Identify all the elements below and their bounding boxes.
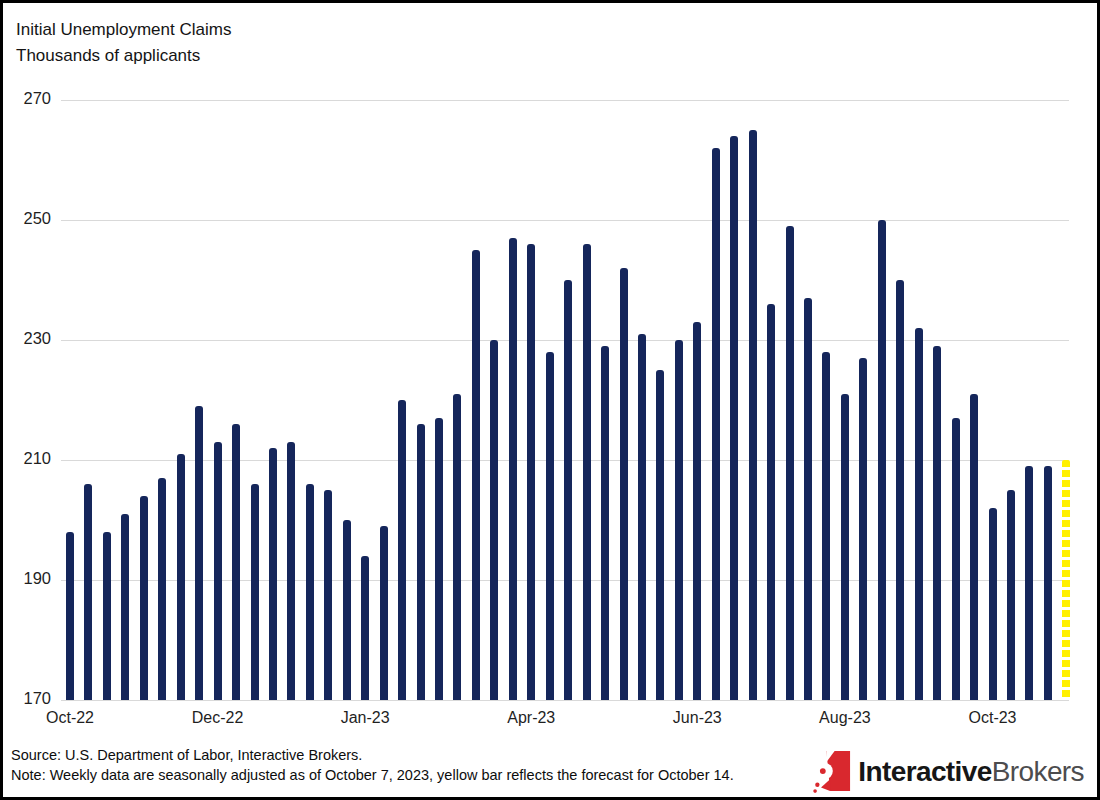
bar xyxy=(693,322,701,700)
bar xyxy=(380,526,388,700)
x-axis-tick-label: Dec-22 xyxy=(173,709,263,727)
bar xyxy=(1044,466,1052,700)
bar xyxy=(121,514,129,700)
bar xyxy=(472,250,480,700)
forecast-bar xyxy=(1062,460,1070,700)
gridline xyxy=(61,220,1069,221)
x-axis-tick-label: Aug-23 xyxy=(800,709,890,727)
note-text: Note: Weekly data are seasonally adjuste… xyxy=(11,765,734,785)
bar xyxy=(103,532,111,700)
chart-frame: Initial Unemployment Claims Thousands of… xyxy=(0,0,1100,800)
x-axis-tick-label: Apr-23 xyxy=(486,709,576,727)
gridline xyxy=(61,700,1069,701)
bar xyxy=(786,226,794,700)
bar xyxy=(822,352,830,700)
bar xyxy=(583,244,591,700)
interactive-brokers-logo-icon xyxy=(811,750,851,794)
bar xyxy=(269,448,277,700)
bar xyxy=(435,418,443,700)
chart-title: Initial Unemployment Claims Thousands of… xyxy=(16,17,231,69)
bar xyxy=(527,244,535,700)
bar xyxy=(970,394,978,700)
chart-title-line2: Thousands of applicants xyxy=(16,43,231,69)
bar xyxy=(140,496,148,700)
interactive-brokers-logo: InteractiveBrokers xyxy=(811,748,1084,796)
y-axis-tick-label: 230 xyxy=(9,329,51,348)
bar xyxy=(952,418,960,700)
bar xyxy=(417,424,425,700)
bar xyxy=(177,454,185,700)
bar xyxy=(915,328,923,700)
y-axis-tick-label: 250 xyxy=(9,209,51,228)
source-text: Source: U.S. Department of Labor, Intera… xyxy=(11,745,734,765)
logo-text-interactive: Interactive xyxy=(858,756,991,787)
bar xyxy=(84,484,92,700)
bar xyxy=(66,532,74,700)
logo-text-brokers: Brokers xyxy=(992,756,1084,787)
bar xyxy=(601,346,609,700)
bar xyxy=(656,370,664,700)
x-axis: Oct-22 Dec-22 Jan-23 Apr-23 Jun-23 Aug-23 Oct-… xyxy=(3,709,1100,733)
bar xyxy=(620,268,628,700)
bar xyxy=(730,136,738,700)
x-axis-tick-label: Oct-23 xyxy=(948,709,1038,727)
bar xyxy=(158,478,166,700)
bar xyxy=(287,442,295,700)
bar xyxy=(251,484,259,700)
bar xyxy=(712,148,720,700)
x-axis-tick-label: Jan-23 xyxy=(320,709,410,727)
gridline xyxy=(61,100,1069,101)
bar xyxy=(896,280,904,700)
bar xyxy=(1007,490,1015,700)
bar xyxy=(361,556,369,700)
x-axis-tick-label: Oct-22 xyxy=(25,709,115,727)
bar xyxy=(214,442,222,700)
bar xyxy=(195,406,203,700)
bar xyxy=(564,280,572,700)
bar xyxy=(859,358,867,700)
y-axis-tick-label: 190 xyxy=(9,569,51,588)
bar xyxy=(878,220,886,700)
bar xyxy=(306,484,314,700)
bar xyxy=(343,520,351,700)
bar xyxy=(509,238,517,700)
bar xyxy=(232,424,240,700)
y-axis-tick-label: 170 xyxy=(9,689,51,708)
bar xyxy=(767,304,775,700)
bar xyxy=(989,508,997,700)
bar xyxy=(398,400,406,700)
bar xyxy=(804,298,812,700)
interactive-brokers-logo-text: InteractiveBrokers xyxy=(858,756,1084,788)
bar xyxy=(453,394,461,700)
bar xyxy=(324,490,332,700)
x-axis-tick-label: Jun-23 xyxy=(652,709,742,727)
chart-title-line1: Initial Unemployment Claims xyxy=(16,17,231,43)
bar xyxy=(675,340,683,700)
plot-area xyxy=(61,100,1069,700)
bar xyxy=(933,346,941,700)
y-axis-tick-label: 270 xyxy=(9,89,51,108)
bar xyxy=(490,340,498,700)
footer: Source: U.S. Department of Labor, Intera… xyxy=(11,745,734,785)
bar xyxy=(749,130,757,700)
bar xyxy=(638,334,646,700)
bar xyxy=(841,394,849,700)
bar xyxy=(546,352,554,700)
y-axis-tick-label: 210 xyxy=(9,449,51,468)
bar xyxy=(1025,466,1033,700)
